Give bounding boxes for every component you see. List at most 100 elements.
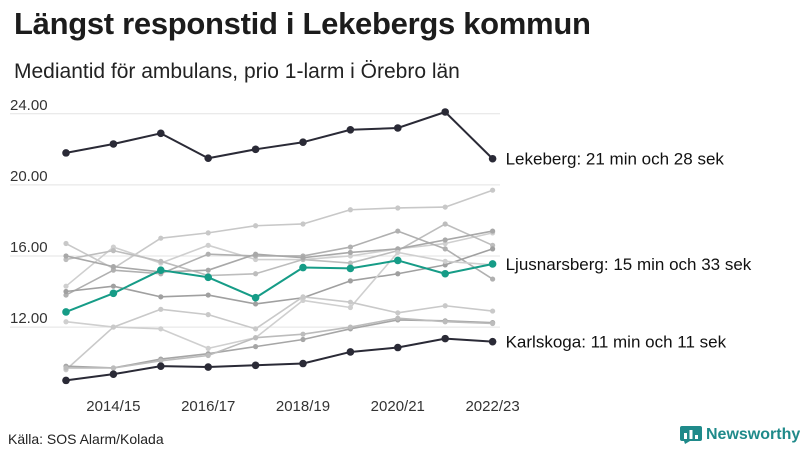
lekeberg-series-point <box>157 129 165 138</box>
background-series-point <box>490 228 496 234</box>
background-series-point <box>300 255 306 261</box>
background-series-point <box>253 301 259 307</box>
karlskoga-series-point <box>251 361 260 370</box>
background-series-point <box>442 240 448 247</box>
brand[interactable]: Newsworthy <box>680 426 800 444</box>
lekeberg-series-point <box>251 145 260 154</box>
ljusnarsberg-series-point <box>488 260 497 268</box>
lekeberg-series-point <box>441 108 450 116</box>
background-series-point <box>63 319 69 325</box>
background-series-point <box>158 235 164 241</box>
background-series-point <box>110 267 116 273</box>
background-series-point <box>395 205 401 211</box>
background-series-point <box>110 283 116 289</box>
background-series-point <box>442 303 448 309</box>
labels-layer: 12.00 16.00 20.00 24.00 2014/15 2016/17 2018/1… <box>10 97 752 415</box>
background-series-point <box>158 294 164 300</box>
chart-subtitle: Mediantid för ambulans, prio 1-larm i Ör… <box>14 60 460 83</box>
x-tick-label: 2016/17 <box>181 398 235 415</box>
background-series-point <box>253 251 259 257</box>
karlskoga-series-point <box>109 370 118 378</box>
karlskoga-series-point <box>62 376 70 385</box>
background-series-point <box>395 315 401 321</box>
background-series-point <box>205 267 211 273</box>
background-series-point <box>442 237 448 243</box>
ljusnarsberg-series-point <box>251 293 260 302</box>
background-series-point <box>300 221 306 227</box>
background-series-point <box>395 246 401 252</box>
x-tick-label: 2022/23 <box>465 398 519 415</box>
background-series-point <box>442 221 448 227</box>
background-series-line <box>65 189 493 270</box>
background-series-line <box>65 223 493 277</box>
background-series-point <box>158 258 164 264</box>
background-series-point <box>205 251 211 257</box>
background-series-point <box>205 345 211 351</box>
background-series-point <box>347 324 353 330</box>
lekeberg-series-point <box>346 125 355 134</box>
ljusnarsberg-series-point <box>299 263 307 272</box>
background-series-point <box>442 204 448 210</box>
background-series-point <box>63 365 69 371</box>
background-series-point <box>442 246 448 252</box>
y-tick-label: 20.00 <box>10 168 48 185</box>
background-series-line <box>66 317 493 369</box>
karlskoga-series-point <box>299 359 307 368</box>
background-series-point <box>347 253 353 259</box>
karlskoga-series-point <box>394 343 402 352</box>
background-series-point <box>490 242 496 248</box>
background-series-point <box>63 288 69 295</box>
lekeberg-series-point <box>109 140 118 148</box>
background-series-point <box>347 249 353 256</box>
background-series-point <box>253 335 259 341</box>
ljusnarsberg-series-point <box>346 264 355 273</box>
ljusnarsberg-series-point <box>62 308 70 316</box>
karlskoga-series-point <box>157 362 165 370</box>
background-series-point <box>205 242 211 248</box>
background-series-point <box>63 240 69 247</box>
background-series-point <box>395 228 401 234</box>
lekeberg-series-point <box>394 124 402 132</box>
background-series-point <box>395 310 401 316</box>
background-series-point <box>347 260 353 266</box>
background-series-point <box>490 308 496 314</box>
background-series-point <box>300 294 306 300</box>
y-tick-label: 16.00 <box>10 239 48 256</box>
brand-name: Newsworthy <box>706 426 800 443</box>
background-series-point <box>347 304 353 311</box>
background-series-point <box>158 326 164 332</box>
background-series-point <box>110 365 116 371</box>
background-series-line <box>65 230 493 273</box>
karlskoga-series-point <box>346 348 355 356</box>
background-series-point <box>395 249 401 256</box>
background-series-point <box>253 256 259 263</box>
background-series-point <box>490 276 496 282</box>
background-series-point <box>490 246 496 252</box>
ljusnarsberg-series-point <box>204 273 212 282</box>
background-series-point <box>63 256 69 263</box>
background-series-point <box>347 244 353 250</box>
background-series-layer <box>63 187 496 373</box>
background-series-point <box>490 187 496 193</box>
ljusnarsberg-series-point <box>441 269 450 278</box>
karlskoga-series-line <box>65 337 493 382</box>
background-series-point <box>442 262 448 268</box>
background-series-point <box>347 299 353 305</box>
lekeberg-series-point <box>62 149 70 157</box>
y-tick-label: 24.00 <box>10 97 48 114</box>
background-series-point <box>253 326 259 332</box>
background-series-point <box>300 331 306 337</box>
background-series-point <box>347 207 353 213</box>
lekeberg-series-point <box>204 154 212 163</box>
background-series-point <box>63 253 69 259</box>
ljusnarsberg-series-point <box>109 289 118 298</box>
background-series-point <box>110 248 116 254</box>
background-series-point <box>205 292 211 298</box>
ljusnarsberg-series-point <box>394 256 402 265</box>
background-series-point <box>395 271 401 277</box>
background-series-point <box>158 306 164 312</box>
highlight-series-layer <box>62 108 497 385</box>
newsworthy-logo-icon <box>680 426 702 444</box>
karlskoga-series-point <box>441 334 450 343</box>
